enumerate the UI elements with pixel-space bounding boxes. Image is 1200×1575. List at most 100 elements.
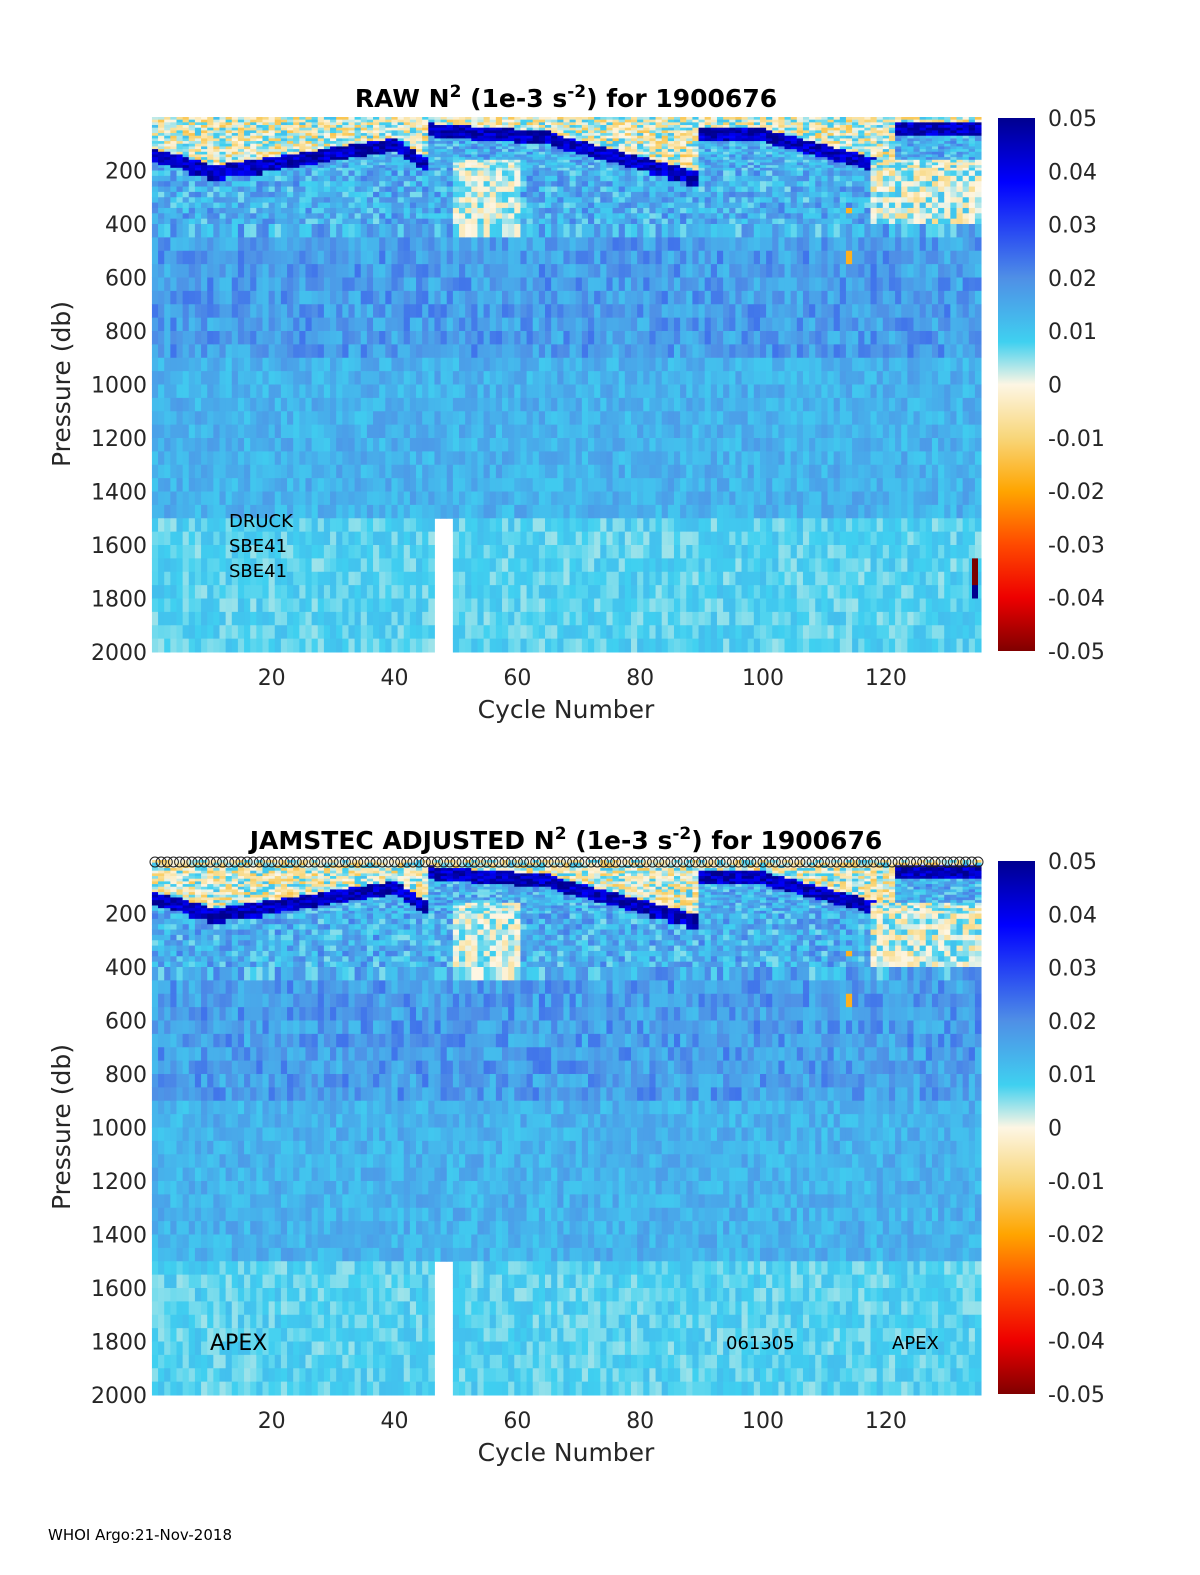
heatmap-cell xyxy=(434,135,442,139)
heatmap-cell xyxy=(575,159,583,163)
heatmap-cell xyxy=(422,237,429,252)
heatmap-cell xyxy=(225,331,233,345)
heatmap-cell xyxy=(225,127,233,131)
heatmap-cell xyxy=(219,151,227,155)
heatmap-cell xyxy=(545,218,552,225)
heatmap-cell xyxy=(274,304,282,319)
heatmap-cell xyxy=(502,175,509,182)
heatmap-cell xyxy=(416,625,423,640)
heatmap-cell xyxy=(459,344,466,359)
heatmap-cell xyxy=(287,181,294,188)
heatmap-cell xyxy=(342,585,349,600)
heatmap-cell xyxy=(225,424,233,439)
heatmap-cell xyxy=(606,218,614,225)
heatmap-cell xyxy=(373,397,380,412)
heatmap-cell xyxy=(219,191,227,198)
heatmap-cell xyxy=(624,117,632,121)
heatmap-cell xyxy=(489,149,497,153)
heatmap-cell xyxy=(207,638,214,653)
heatmap-cell xyxy=(237,464,245,479)
heatmap-cell xyxy=(280,264,288,279)
heatmap-cell xyxy=(336,181,343,188)
heatmap-cell xyxy=(508,491,515,506)
heatmap-cell xyxy=(360,119,368,123)
heatmap-cell xyxy=(594,585,601,600)
heatmap-cell xyxy=(508,191,515,198)
heatmap-cell xyxy=(219,491,227,506)
heatmap-cell xyxy=(225,611,233,626)
heatmap-cell xyxy=(483,264,491,279)
heatmap-cell xyxy=(532,504,540,519)
heatmap-cell xyxy=(618,545,626,559)
heatmap-cell xyxy=(557,213,564,220)
heatmap-cell xyxy=(207,135,214,139)
heatmap-cell xyxy=(588,478,595,493)
heatmap-cell xyxy=(477,491,485,506)
heatmap-cell xyxy=(551,411,558,426)
heatmap-cell xyxy=(483,213,491,220)
heatmap-cell xyxy=(379,127,386,131)
heatmap-cell xyxy=(403,277,411,292)
heatmap-cell xyxy=(557,197,564,204)
heatmap-cell xyxy=(624,167,632,171)
heatmap-cell xyxy=(366,598,374,613)
heatmap-cell xyxy=(643,531,650,546)
heatmap-cell xyxy=(526,598,534,613)
heatmap-cell xyxy=(612,531,620,546)
heatmap-cell xyxy=(489,213,497,220)
heatmap-cell xyxy=(588,277,595,292)
heatmap-cell xyxy=(237,638,245,653)
heatmap-cell xyxy=(385,125,392,129)
heatmap-cell xyxy=(366,304,374,319)
heatmap-cell xyxy=(268,167,276,171)
heatmap-cell xyxy=(330,571,337,586)
heatmap-cell xyxy=(201,162,208,166)
heatmap-cell xyxy=(514,357,521,372)
heatmap-cell xyxy=(391,424,399,439)
heatmap-cell xyxy=(637,141,644,145)
heatmap-cell xyxy=(508,344,515,359)
heatmap-cell xyxy=(557,491,564,506)
heatmap-cell xyxy=(452,411,460,426)
heatmap-cell xyxy=(569,167,577,171)
heatmap-cell xyxy=(379,250,386,265)
heatmap-cell xyxy=(452,130,460,134)
heatmap-cell xyxy=(428,213,435,220)
heatmap-cell xyxy=(520,611,528,626)
heatmap-cell xyxy=(366,165,374,169)
heatmap-cell xyxy=(311,157,319,161)
heatmap-cell xyxy=(287,491,294,506)
heatmap-cell xyxy=(170,638,177,653)
heatmap-cell xyxy=(293,424,300,439)
heatmap-cell xyxy=(581,290,589,305)
heatmap-cell xyxy=(452,143,460,147)
heatmap-cell xyxy=(422,149,429,153)
heatmap-cell xyxy=(489,170,497,177)
heatmap-cell xyxy=(151,224,159,238)
heatmap-cell xyxy=(422,250,429,265)
heatmap-cell xyxy=(164,165,171,169)
heatmap-cell xyxy=(563,197,571,204)
heatmap-cell xyxy=(465,127,472,131)
heatmap-cell xyxy=(563,127,571,131)
heatmap-cell xyxy=(428,117,435,121)
heatmap-cell xyxy=(373,165,380,169)
heatmap-cell xyxy=(563,170,571,177)
heatmap-cell xyxy=(502,159,509,163)
heatmap-cell xyxy=(280,331,288,345)
heatmap-cell xyxy=(459,611,466,626)
heatmap-cell xyxy=(268,504,276,519)
heatmap-cell xyxy=(459,135,466,139)
heatmap-cell xyxy=(532,611,540,626)
heatmap-cell xyxy=(618,141,626,145)
heatmap-cell xyxy=(293,237,300,252)
heatmap-cell xyxy=(262,304,270,319)
heatmap-cell xyxy=(526,175,534,182)
heatmap-cell xyxy=(471,424,478,439)
heatmap-cell xyxy=(379,151,386,155)
heatmap-cell xyxy=(422,625,429,640)
heatmap-cell xyxy=(201,170,208,177)
heatmap-cell xyxy=(471,638,478,653)
heatmap-cell xyxy=(385,277,392,292)
heatmap-cell xyxy=(538,224,546,238)
